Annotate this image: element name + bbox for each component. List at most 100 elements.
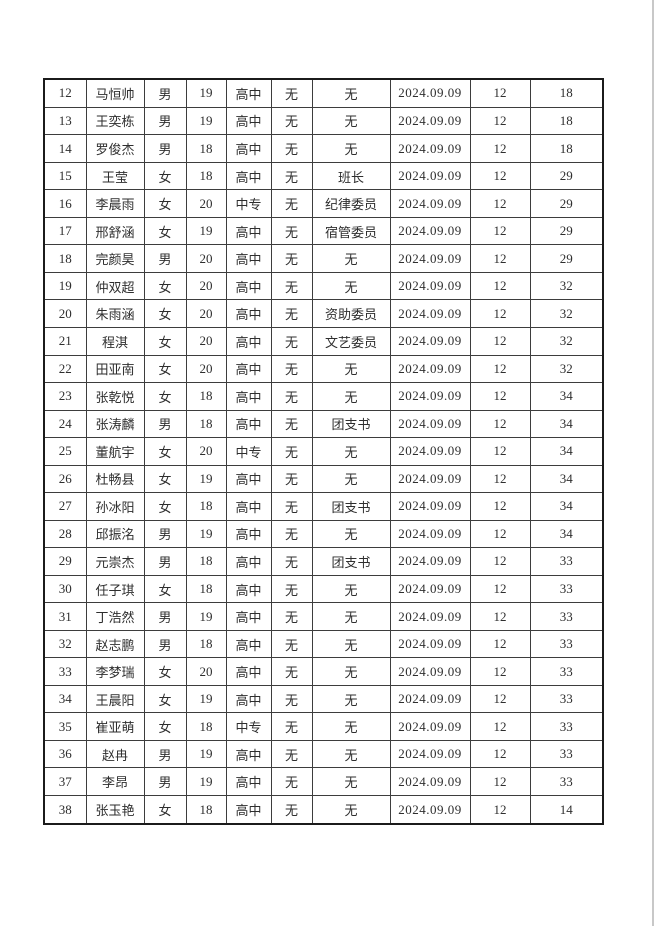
cell-gender: 男 bbox=[143, 244, 187, 273]
cell-role: 无 bbox=[311, 354, 391, 384]
cell-education: 中专 bbox=[225, 189, 272, 218]
cell-field-9: 12 bbox=[469, 326, 531, 356]
cell-education: 高中 bbox=[225, 78, 272, 108]
cell-field-6: 无 bbox=[270, 244, 313, 273]
table-row: 38 张玉艳 女 18 高中 无 无 2024.09.09 12 14 bbox=[43, 795, 604, 825]
cell-gender: 女 bbox=[143, 657, 187, 686]
cell-age: 20 bbox=[185, 244, 227, 273]
cell-name: 程淇 bbox=[85, 326, 145, 356]
table-row: 26 杜畅县 女 19 高中 无 无 2024.09.09 12 34 bbox=[43, 464, 604, 494]
cell-age: 20 bbox=[185, 437, 227, 466]
cell-serial-number: 28 bbox=[43, 519, 87, 549]
cell-gender: 男 bbox=[143, 739, 187, 769]
cell-education: 高中 bbox=[225, 629, 272, 659]
cell-field-9: 12 bbox=[469, 767, 531, 796]
cell-serial-number: 35 bbox=[43, 712, 87, 741]
table-row: 29 元崇杰 男 18 高中 无 团支书 2024.09.09 12 33 bbox=[43, 547, 604, 576]
cell-field-9: 12 bbox=[469, 657, 531, 686]
cell-role: 无 bbox=[311, 602, 391, 631]
cell-serial-number: 18 bbox=[43, 244, 87, 273]
cell-field-9: 12 bbox=[469, 189, 531, 218]
cell-gender: 女 bbox=[143, 492, 187, 521]
cell-age: 19 bbox=[185, 464, 227, 494]
cell-serial-number: 15 bbox=[43, 161, 87, 191]
cell-field-6: 无 bbox=[270, 326, 313, 356]
cell-role: 无 bbox=[311, 244, 391, 273]
cell-education: 高中 bbox=[225, 354, 272, 384]
cell-gender: 女 bbox=[143, 161, 187, 191]
table-row: 22 田亚南 女 20 高中 无 无 2024.09.09 12 32 bbox=[43, 354, 604, 384]
cell-education: 高中 bbox=[225, 216, 272, 246]
cell-serial-number: 23 bbox=[43, 382, 87, 411]
cell-date: 2024.09.09 bbox=[389, 547, 471, 576]
cell-role: 无 bbox=[311, 134, 391, 163]
cell-field-10: 29 bbox=[529, 216, 604, 246]
cell-date: 2024.09.09 bbox=[389, 767, 471, 796]
cell-education: 高中 bbox=[225, 271, 272, 301]
cell-field-6: 无 bbox=[270, 299, 313, 328]
table-row: 15 王莹 女 18 高中 无 班长 2024.09.09 12 29 bbox=[43, 161, 604, 191]
cell-role: 无 bbox=[311, 574, 391, 604]
cell-education: 高中 bbox=[225, 492, 272, 521]
cell-field-6: 无 bbox=[270, 382, 313, 411]
cell-role: 无 bbox=[311, 271, 391, 301]
cell-field-10: 34 bbox=[529, 382, 604, 411]
cell-date: 2024.09.09 bbox=[389, 326, 471, 356]
cell-field-9: 12 bbox=[469, 464, 531, 494]
cell-field-6: 无 bbox=[270, 134, 313, 163]
cell-role: 资助委员 bbox=[311, 299, 391, 328]
table-row: 33 李梦瑞 女 20 高中 无 无 2024.09.09 12 33 bbox=[43, 657, 604, 686]
cell-date: 2024.09.09 bbox=[389, 382, 471, 411]
cell-gender: 男 bbox=[143, 602, 187, 631]
cell-serial-number: 37 bbox=[43, 767, 87, 796]
cell-gender: 女 bbox=[143, 795, 187, 825]
cell-role: 无 bbox=[311, 519, 391, 549]
cell-date: 2024.09.09 bbox=[389, 216, 471, 246]
table-body: 12 马恒帅 男 19 高中 无 无 2024.09.09 12 18 13 王… bbox=[43, 78, 604, 825]
cell-education: 中专 bbox=[225, 712, 272, 741]
cell-field-9: 12 bbox=[469, 712, 531, 741]
cell-name: 赵志鹏 bbox=[85, 629, 145, 659]
cell-field-10: 33 bbox=[529, 712, 604, 741]
cell-field-9: 12 bbox=[469, 271, 531, 301]
cell-age: 18 bbox=[185, 795, 227, 825]
cell-field-6: 无 bbox=[270, 216, 313, 246]
cell-field-9: 12 bbox=[469, 602, 531, 631]
cell-gender: 女 bbox=[143, 326, 187, 356]
cell-name: 王莹 bbox=[85, 161, 145, 191]
cell-field-10: 32 bbox=[529, 354, 604, 384]
cell-gender: 男 bbox=[143, 409, 187, 439]
cell-field-6: 无 bbox=[270, 519, 313, 549]
table-row: 30 任子琪 女 18 高中 无 无 2024.09.09 12 33 bbox=[43, 574, 604, 604]
cell-age: 18 bbox=[185, 382, 227, 411]
cell-date: 2024.09.09 bbox=[389, 519, 471, 549]
cell-serial-number: 25 bbox=[43, 437, 87, 466]
cell-age: 19 bbox=[185, 106, 227, 136]
cell-field-9: 12 bbox=[469, 161, 531, 191]
cell-field-6: 无 bbox=[270, 739, 313, 769]
cell-serial-number: 36 bbox=[43, 739, 87, 769]
cell-field-10: 33 bbox=[529, 684, 604, 714]
cell-role: 无 bbox=[311, 712, 391, 741]
cell-date: 2024.09.09 bbox=[389, 78, 471, 108]
cell-age: 19 bbox=[185, 519, 227, 549]
cell-serial-number: 19 bbox=[43, 271, 87, 301]
cell-gender: 男 bbox=[143, 547, 187, 576]
cell-role: 无 bbox=[311, 684, 391, 714]
cell-name: 朱雨涵 bbox=[85, 299, 145, 328]
cell-field-10: 33 bbox=[529, 574, 604, 604]
cell-gender: 男 bbox=[143, 134, 187, 163]
cell-name: 邱振洺 bbox=[85, 519, 145, 549]
cell-serial-number: 16 bbox=[43, 189, 87, 218]
cell-education: 高中 bbox=[225, 299, 272, 328]
cell-age: 18 bbox=[185, 712, 227, 741]
cell-name: 元崇杰 bbox=[85, 547, 145, 576]
cell-field-9: 12 bbox=[469, 684, 531, 714]
cell-name: 孙冰阳 bbox=[85, 492, 145, 521]
cell-name: 王晨阳 bbox=[85, 684, 145, 714]
cell-education: 高中 bbox=[225, 767, 272, 796]
cell-age: 18 bbox=[185, 134, 227, 163]
cell-name: 董航宇 bbox=[85, 437, 145, 466]
page-edge-line bbox=[652, 0, 654, 926]
